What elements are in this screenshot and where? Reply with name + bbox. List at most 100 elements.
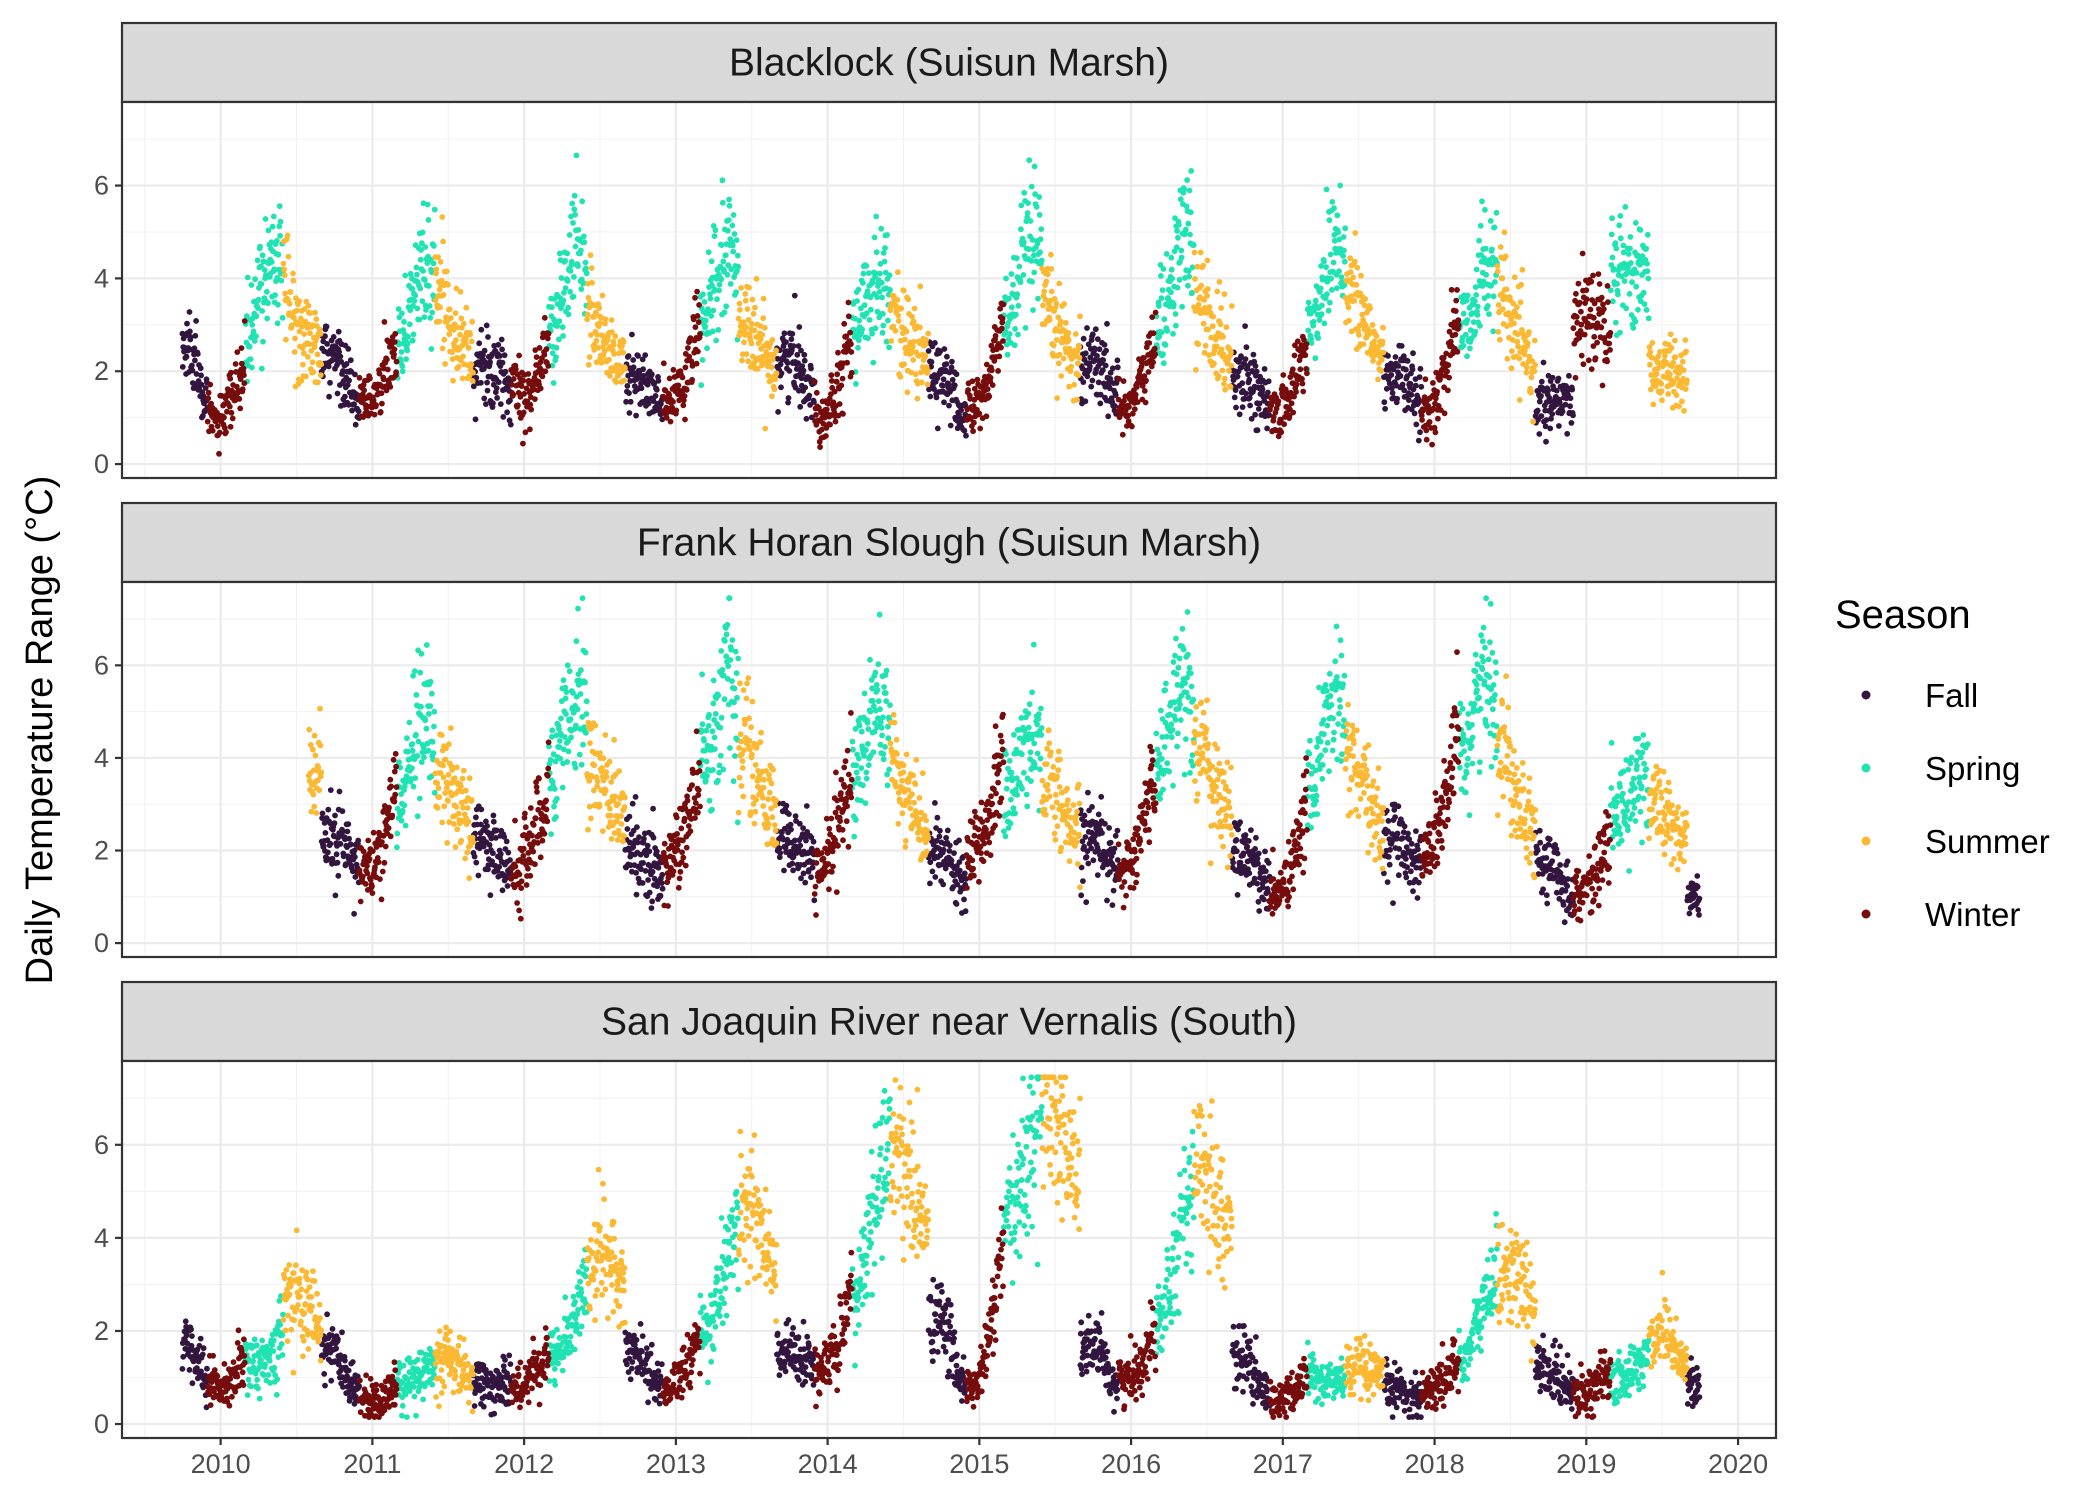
point (1568, 420, 1575, 426)
point (1538, 393, 1544, 399)
point (1111, 845, 1118, 852)
point (1397, 373, 1404, 379)
point (927, 880, 933, 887)
point (409, 741, 416, 747)
point (1617, 329, 1623, 336)
point (1080, 379, 1087, 385)
point (863, 310, 870, 317)
point (1120, 378, 1127, 384)
point (869, 330, 875, 337)
point (497, 353, 503, 359)
point (1579, 250, 1586, 257)
point (1060, 355, 1067, 362)
point (320, 843, 327, 849)
point (1395, 363, 1402, 369)
point (1422, 376, 1429, 383)
point (499, 887, 506, 894)
point (1407, 381, 1414, 387)
point (487, 359, 493, 365)
point (723, 303, 730, 310)
point (1403, 856, 1409, 862)
point (481, 347, 488, 354)
point (344, 828, 351, 835)
point (1024, 803, 1031, 810)
point (870, 279, 876, 286)
point (1408, 391, 1415, 398)
point (1538, 413, 1545, 419)
point (1183, 203, 1190, 210)
point (574, 706, 581, 713)
point (1474, 312, 1481, 318)
point (1239, 404, 1246, 410)
point (486, 842, 493, 848)
point (193, 318, 200, 324)
point (580, 280, 587, 286)
point (1464, 317, 1471, 323)
point (927, 393, 934, 400)
point (280, 260, 287, 267)
point (1030, 252, 1037, 259)
point (1119, 431, 1126, 438)
point (1491, 224, 1498, 231)
point (246, 343, 253, 350)
point (876, 289, 883, 295)
point (1573, 290, 1579, 297)
point (1008, 796, 1014, 803)
point (646, 848, 653, 855)
point (551, 318, 558, 324)
point (1401, 387, 1408, 394)
points (179, 152, 1690, 457)
point (1211, 360, 1217, 367)
point (1152, 351, 1158, 358)
point (441, 336, 448, 343)
point (977, 425, 984, 432)
point (787, 821, 794, 828)
point (971, 419, 977, 426)
point (460, 320, 467, 327)
point (866, 317, 873, 323)
point (493, 385, 500, 391)
point (1696, 895, 1703, 902)
point (1053, 337, 1060, 343)
point (1254, 855, 1261, 862)
point (1392, 354, 1399, 360)
point (1409, 366, 1416, 373)
y-tick-label: 6 (94, 650, 109, 680)
point (1545, 387, 1551, 394)
point (649, 898, 656, 905)
point (965, 387, 971, 393)
point (777, 850, 784, 856)
point (1668, 345, 1675, 351)
point (659, 416, 666, 423)
point (448, 315, 454, 321)
point (351, 401, 357, 407)
point (1629, 279, 1635, 286)
point (1089, 377, 1096, 384)
point (924, 381, 931, 388)
point (834, 371, 841, 378)
point (775, 409, 781, 415)
point (1388, 360, 1394, 367)
point (345, 821, 352, 827)
point (1159, 287, 1166, 293)
point (803, 415, 810, 422)
point (571, 206, 578, 213)
point (1346, 317, 1352, 324)
point (1101, 341, 1108, 348)
point (1314, 330, 1321, 337)
point (739, 357, 745, 364)
point (880, 310, 886, 317)
point (1192, 276, 1198, 282)
point (928, 359, 935, 365)
point (702, 747, 708, 754)
point (305, 354, 311, 360)
point (738, 285, 744, 291)
point (1145, 369, 1152, 375)
point (1037, 249, 1043, 256)
point (422, 244, 429, 250)
point (911, 305, 918, 312)
point (573, 152, 580, 159)
point (1010, 281, 1016, 288)
point (958, 407, 964, 414)
point (409, 285, 416, 292)
